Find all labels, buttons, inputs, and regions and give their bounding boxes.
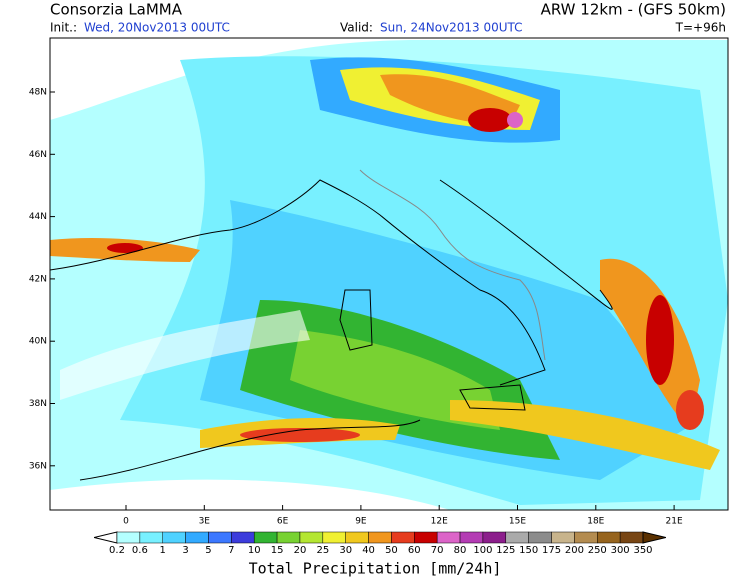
colorbar-label: 100 [473,545,492,556]
colorbar-label: 300 [611,545,630,556]
lat-label: 36N [29,461,47,471]
color-swatch [414,531,438,544]
color-swatch [597,531,621,544]
color-swatch [619,531,644,544]
color-swatch [459,531,484,544]
color-swatch [185,531,209,544]
colorbar-label: 1 [160,545,166,556]
color-swatch [276,531,301,544]
colorbar-label: 7 [228,545,234,556]
lon-label: 6E [277,517,289,527]
color-swatch [299,531,324,544]
colorbar-label: 150 [519,545,538,556]
colorbar-label: 50 [385,545,398,556]
colorbar-label: 30 [339,545,352,556]
colorbar-caption: Total Precipitation [mm/24h] [249,560,502,578]
color-swatch [551,531,575,544]
color-swatch [528,531,552,544]
title: Consorzia LaMMA [50,1,183,19]
color-swatch [139,531,163,544]
color-swatch [322,531,346,544]
colorbar-label: 125 [496,545,515,556]
colorbar-label: 3 [182,545,188,556]
lon-label: 9E [355,517,367,527]
color-swatch [208,531,232,544]
colorbar-label: 5 [205,545,211,556]
lat-label: 38N [29,399,47,409]
valid-label: Valid: [340,21,373,35]
valid-date: Sun, 24Nov2013 00UTC [380,21,523,35]
colorbar-label: 20 [294,545,307,556]
color-swatch [345,531,369,544]
colorbar-label: 80 [454,545,467,556]
colorbar-label: 200 [565,545,584,556]
lon-label: 21E [666,517,683,527]
init-date: Wed, 20Nov2013 00UTC [84,21,230,35]
colorbar-label: 0.6 [132,545,148,556]
lat-label: 42N [29,274,47,284]
colorbar-label: 350 [633,545,652,556]
colorbar-label: 15 [271,545,284,556]
map-frame [49,37,729,511]
precip-field [49,38,728,510]
colorbar-label: 70 [431,545,444,556]
color-swatch [505,531,529,544]
model: ARW 12km - (GFS 50km) [541,1,726,19]
colorbar-label: 40 [362,545,375,556]
colorbar-end [642,531,666,544]
lon-label: 3E [199,517,211,527]
color-swatch [482,531,507,544]
colorbar-label: 60 [408,545,421,556]
color-swatch [436,531,461,544]
colorbar-label: 250 [588,545,607,556]
lat-label: 44N [29,212,47,222]
colorbar-label: 175 [542,545,561,556]
lat-label: 48N [29,88,47,98]
colorbar-label: 10 [248,545,261,556]
lon-label: 18E [587,517,604,527]
colorbar-label: 25 [316,545,329,556]
lat-label: 40N [29,337,47,347]
color-swatch [116,531,141,544]
colorbar-label: 0.2 [109,545,125,556]
lon-label: 12E [431,517,448,527]
color-swatch [253,531,278,544]
lat-label: 46N [29,150,47,160]
color-swatch [231,531,255,544]
color-swatch [574,531,598,544]
colorbar-end [94,531,118,544]
lead-time: T=+96h [675,21,726,35]
color-swatch [368,531,392,544]
lon-label: 0 [123,517,129,527]
color-swatch [391,531,415,544]
lon-label: 15E [509,517,526,527]
color-swatch [162,531,186,544]
init-label: Init.: [50,21,77,35]
